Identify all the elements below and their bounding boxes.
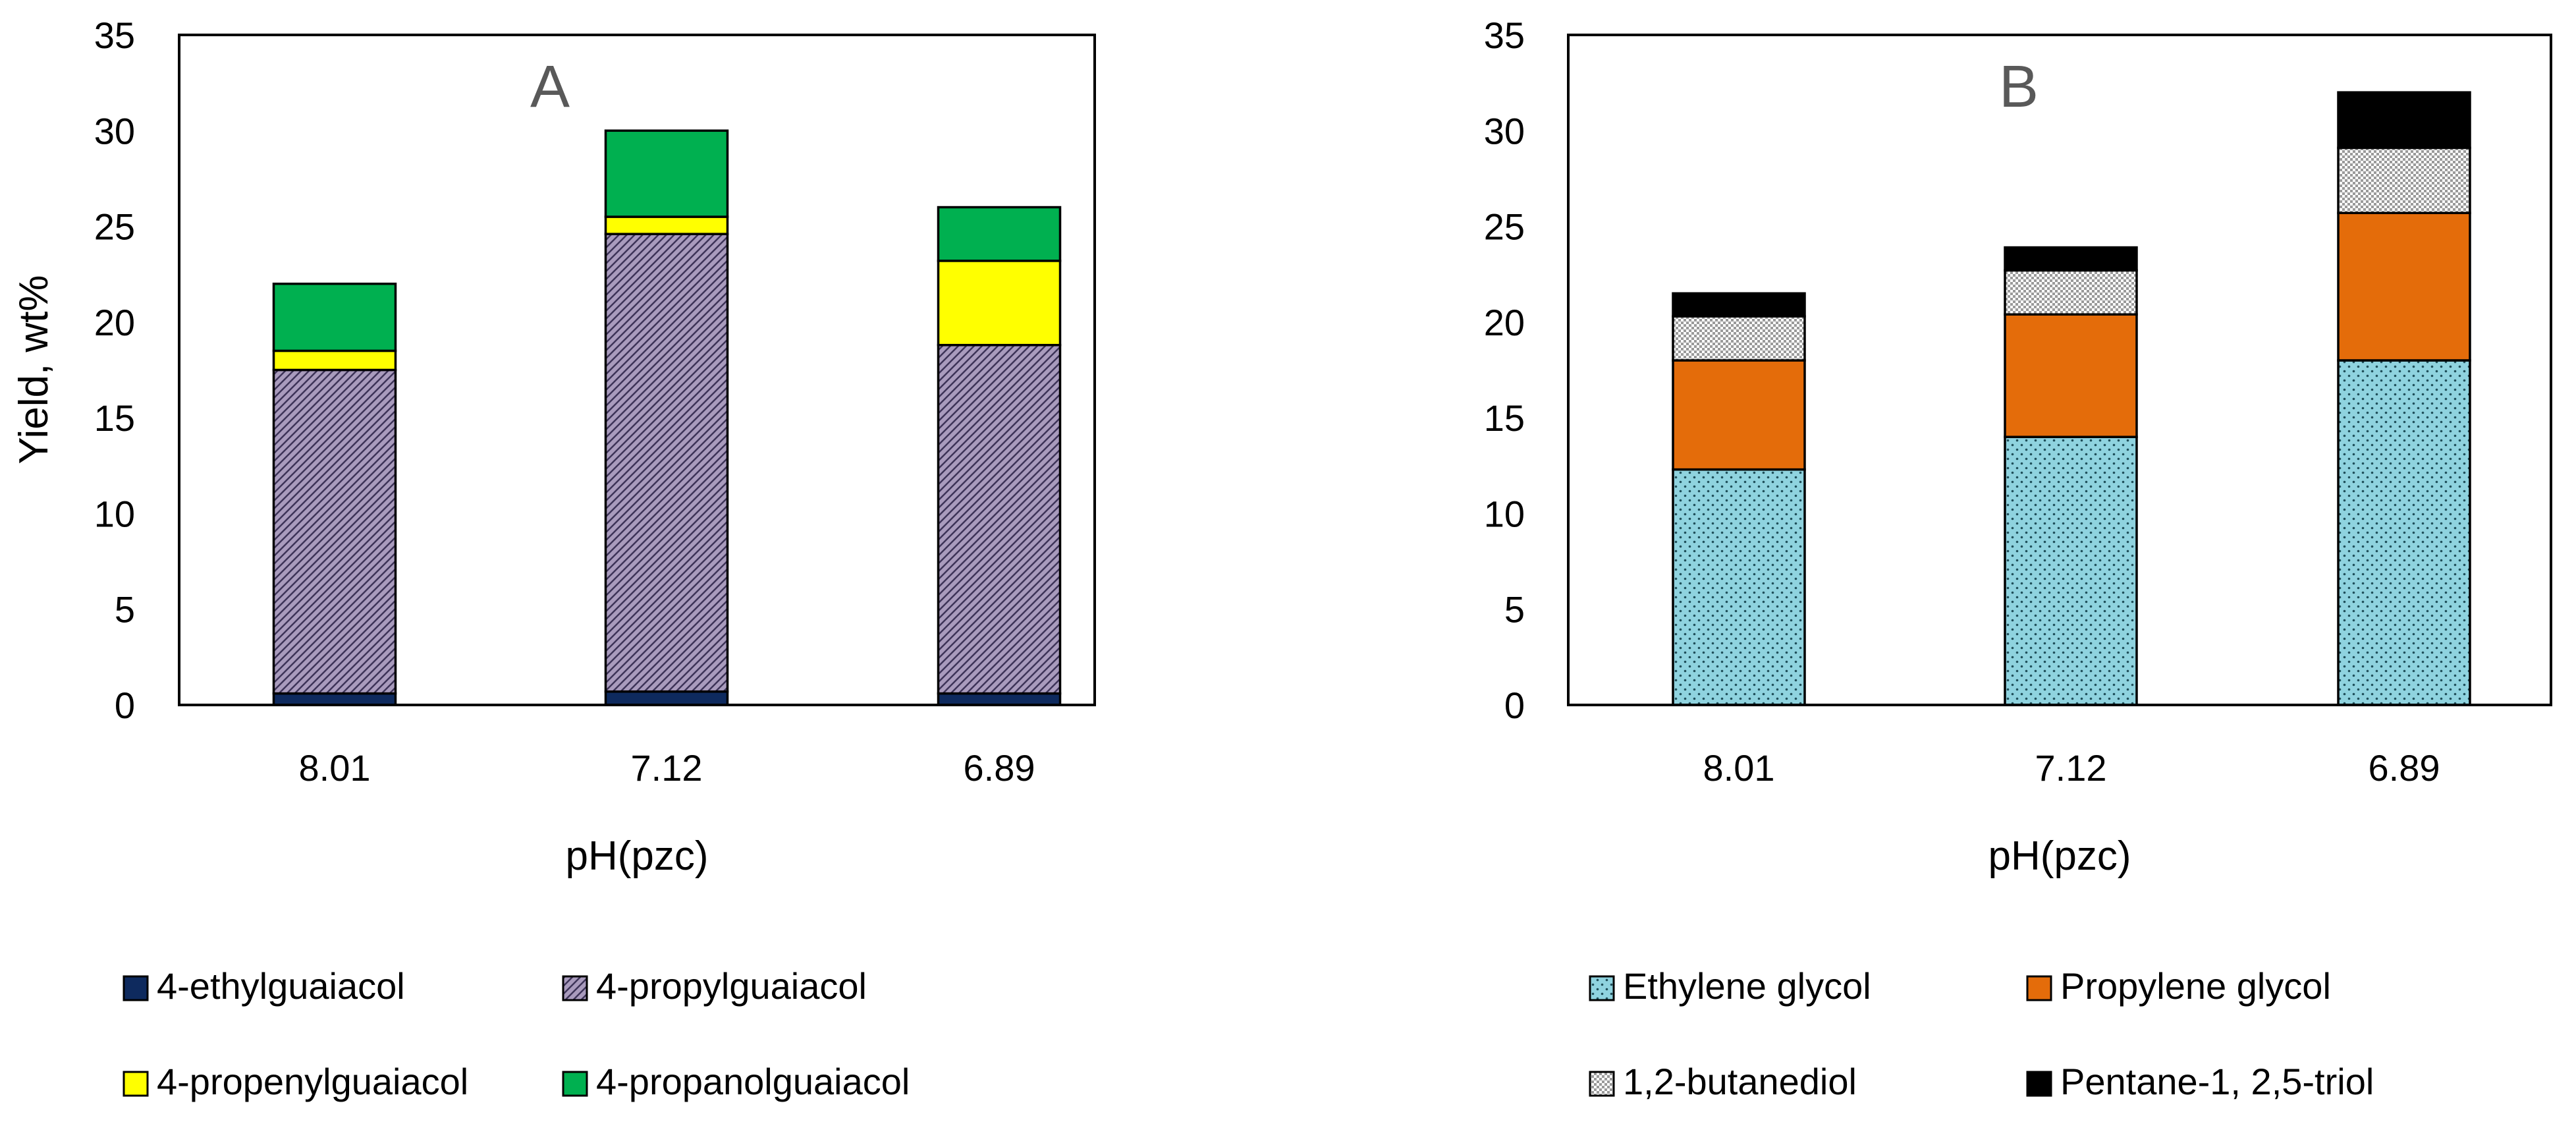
x-tick-label: 7.12 [2035,747,2107,789]
legend-label: 4-ethylguaiacol [157,965,405,1007]
bar-segment [1672,359,1806,471]
plot-frame-a [178,34,1096,706]
y-tick-label: 0 [115,685,135,726]
y-tick-label: 10 [94,493,135,534]
bar-segment [2004,313,2138,438]
y-axis-ticks-b: 0 5 10 15 20 25 30 35 [1484,14,1525,726]
x-tick-label: 6.89 [2369,747,2440,789]
y-tick-label: 35 [1484,14,1525,56]
y-tick-label: 0 [1504,685,1525,726]
bar-segment [2337,91,2471,150]
legend-label: Propylene glycol [2060,965,2331,1007]
x-axis-ticks-a: 8.01 7.12 6.89 [299,747,1035,789]
y-tick-label: 25 [94,206,135,248]
x-axis-ticks-b: 8.01 7.12 6.89 [1703,747,2440,789]
bar-segment [937,343,1062,695]
bar-segment [1672,468,1806,706]
panel-label-a: A [530,54,570,120]
bars-b [1672,91,2471,706]
x-tick-label: 8.01 [1703,747,1775,789]
bar-segment [2004,269,2138,316]
chart-panel-a: 0 5 10 15 20 25 30 35 A 8.01 7.12 6.89 pH(pzc) Yi… [11,14,1096,1102]
x-tick-label: 7.12 [631,747,703,789]
legend-b: Ethylene glycol Propylene glycol 1,2-butan… [1589,965,2374,1102]
y-tick-label: 20 [94,302,135,343]
legend-item: 4-propenylguaiacol [123,1061,468,1102]
bar-segment [2337,359,2471,706]
legend-a: 4-ethylguaiacol 4-propylguaiacol 4-propeny… [123,965,910,1102]
y-axis-ticks-a: 0 5 10 15 20 25 30 35 [94,14,135,726]
legend-swatch [1589,975,1615,1001]
legend-label: Pentane-1, 2,5-triol [2060,1061,2374,1102]
bar-segment [604,129,729,218]
legend-label: Ethylene glycol [1623,965,1871,1007]
plot-frame-b [1567,34,2552,706]
x-tick-label: 6.89 [964,747,1035,789]
x-axis-label-b: pH(pzc) [1988,833,2131,879]
legend-label: 4-propylguaiacol [596,965,867,1007]
y-tick-label: 10 [1484,493,1525,534]
x-axis-label-a: pH(pzc) [565,833,708,879]
legend-item: Pentane-1, 2,5-triol [2026,1061,2374,1102]
legend-item: 1,2-butanediol [1589,1061,1857,1102]
bar-segment [2337,211,2471,362]
bar-segment [272,692,397,706]
bar-segment [937,206,1062,262]
legend-label: 4-propanolguaiacol [596,1061,910,1102]
legend-item: Propylene glycol [2026,965,2331,1007]
bar-segment [604,690,729,706]
legend-item: Ethylene glycol [1589,965,1871,1007]
legend-swatch [123,1071,149,1097]
bar-segment [272,349,397,372]
legend-swatch [123,975,149,1001]
legend-swatch [562,1071,588,1097]
y-tick-label: 5 [115,589,135,631]
y-tick-label: 15 [94,397,135,439]
bar-segment [272,282,397,352]
bars-a [272,129,1062,706]
bar-segment [272,368,397,695]
chart-panel-b: 0 5 10 15 20 25 30 35 B 8.01 7.12 6.89 pH(pzc) Et… [1484,14,2552,1102]
bar-segment [604,233,729,693]
legend-swatch [2026,1071,2052,1097]
legend-label: 1,2-butanediol [1623,1061,1857,1102]
bar-segment [2337,146,2471,214]
y-tick-label: 25 [1484,206,1525,248]
y-axis-label-a: Yield, wt% [11,275,57,464]
y-tick-label: 5 [1504,589,1525,631]
bar-segment [1672,292,1806,318]
bar-segment [1672,315,1806,362]
legend-swatch [1589,1071,1615,1097]
y-tick-label: 15 [1484,397,1525,439]
x-tick-label: 8.01 [299,747,371,789]
legend-label: 4-propenylguaiacol [157,1061,468,1102]
bar-segment [604,215,729,235]
y-tick-label: 30 [94,110,135,152]
bar-segment [2004,246,2138,272]
legend-item: 4-ethylguaiacol [123,965,405,1007]
bar-segment [2004,435,2138,706]
y-tick-label: 35 [94,14,135,56]
panel-label-b: B [1999,54,2039,120]
bar-segment [937,260,1062,347]
y-tick-label: 30 [1484,110,1525,152]
legend-item: 4-propylguaiacol [562,965,867,1007]
legend-swatch [2026,975,2052,1001]
legend-swatch [562,975,588,1001]
legend-item: 4-propanolguaiacol [562,1061,910,1102]
bar-segment [937,692,1062,706]
y-tick-label: 20 [1484,302,1525,343]
